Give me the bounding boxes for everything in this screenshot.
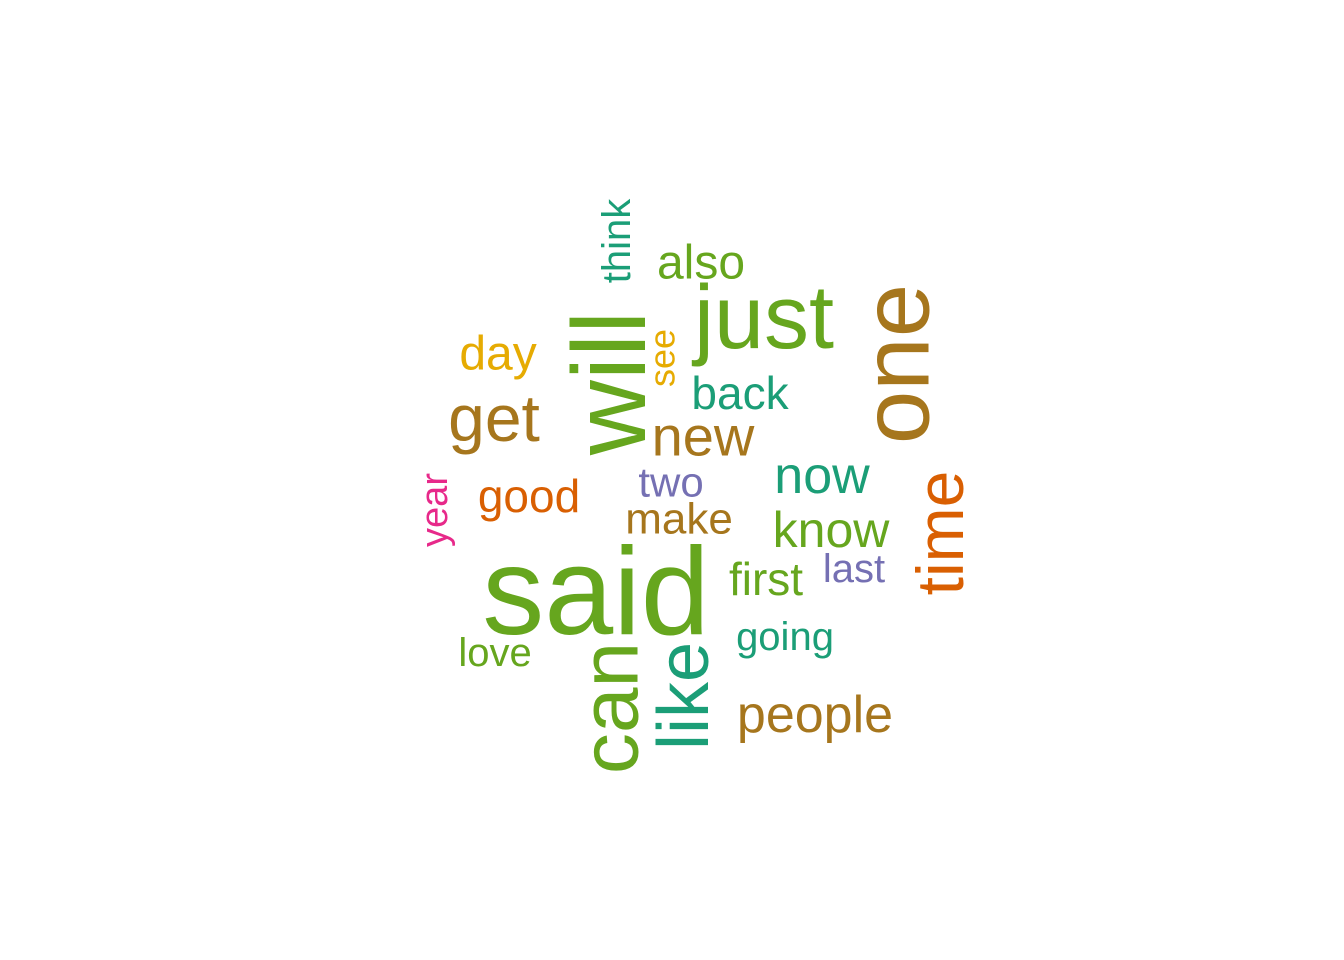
word-see: see — [642, 329, 683, 387]
word-one: one — [843, 284, 950, 444]
word-back: back — [691, 367, 789, 419]
word-going: going — [736, 615, 834, 659]
word-like: like — [644, 642, 724, 750]
word-make: make — [625, 495, 733, 544]
word-now: now — [774, 447, 870, 505]
word-year: year — [414, 473, 456, 547]
word-people: people — [737, 686, 893, 744]
word-think: think — [595, 198, 639, 283]
word-also: also — [657, 237, 745, 290]
word-two: two — [638, 459, 703, 506]
word-will: will — [552, 311, 668, 456]
word-know: know — [773, 502, 891, 558]
word-day: day — [459, 328, 536, 381]
word-can: can — [565, 642, 656, 774]
word-last: last — [823, 547, 885, 591]
word-just: just — [691, 268, 834, 368]
word-new: new — [652, 405, 755, 468]
word-get: get — [448, 381, 540, 455]
word-time: time — [903, 471, 977, 596]
word-good: good — [478, 470, 580, 522]
word-first: first — [729, 553, 803, 605]
word-said: said — [482, 523, 709, 661]
word-love: love — [458, 631, 531, 675]
